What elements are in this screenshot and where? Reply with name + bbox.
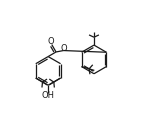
Text: OH: OH	[42, 91, 55, 100]
Text: O: O	[48, 37, 54, 46]
Text: O: O	[61, 44, 68, 53]
